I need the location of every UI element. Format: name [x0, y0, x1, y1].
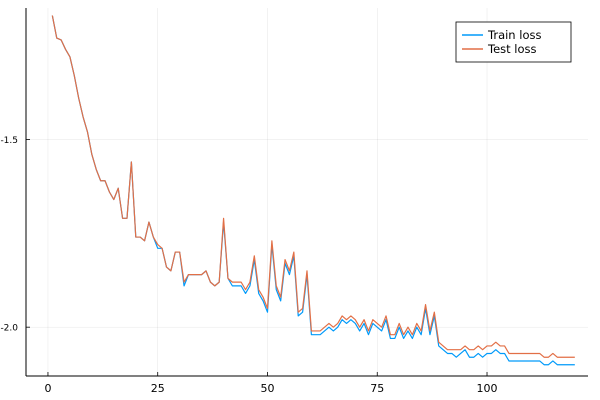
- x-tick-label: 100: [477, 382, 498, 395]
- axes: [25, 8, 588, 377]
- y-tick-label: -2.0: [0, 324, 18, 334]
- x-tick-label: 25: [151, 382, 165, 395]
- x-tick-label: 50: [260, 382, 274, 395]
- test-loss-line: [51, 15, 575, 358]
- grid: [26, 8, 588, 376]
- legend-label-test-loss: Test loss: [487, 42, 537, 56]
- legend-label-train-loss: Train loss: [487, 28, 541, 42]
- series-lines: [51, 15, 575, 366]
- y-axis-ticks: -1.5 -2.0: [0, 136, 30, 334]
- x-axis-ticks: 0 25 50 75 100: [44, 372, 498, 395]
- x-tick-label: 75: [370, 382, 384, 395]
- x-tick-label: 0: [44, 382, 51, 395]
- legend-box: [455, 21, 572, 63]
- y-tick-label: -1.5: [0, 136, 18, 146]
